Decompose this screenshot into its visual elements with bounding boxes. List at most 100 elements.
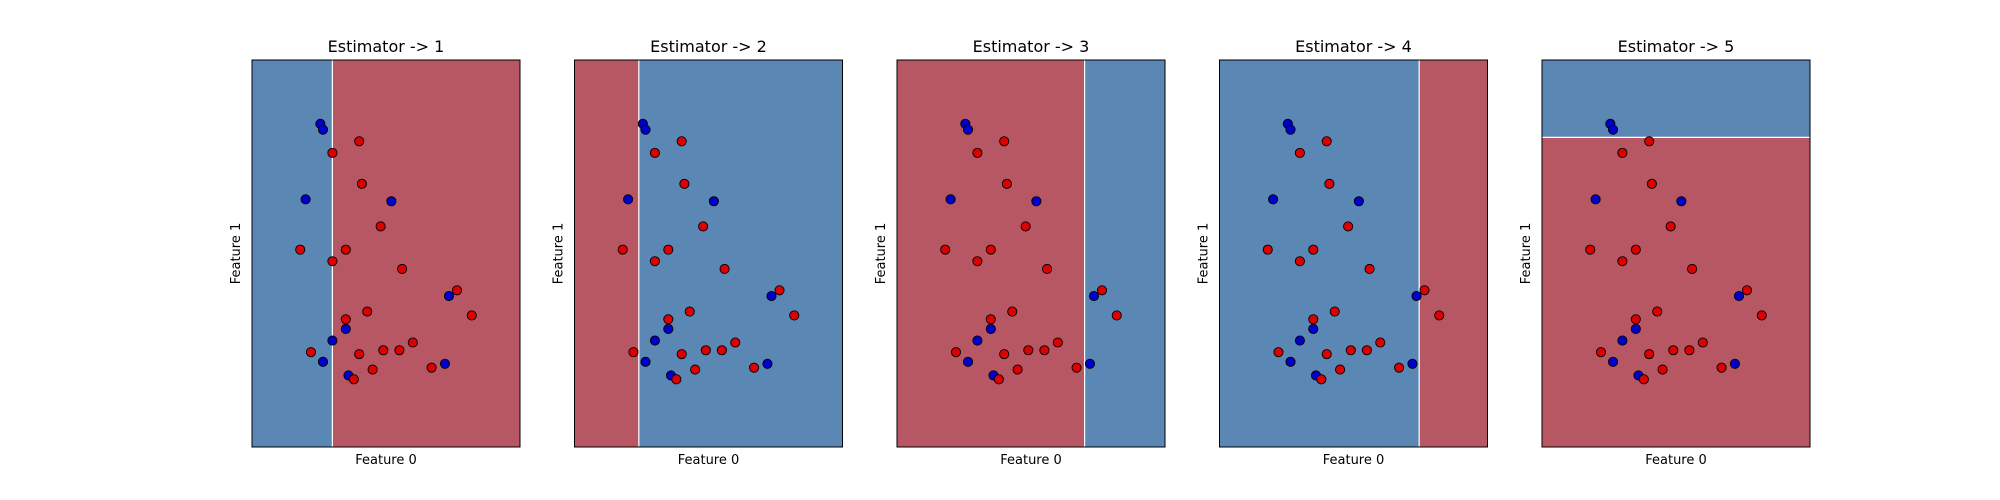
data-point-blue (439, 358, 451, 369)
decision-region-bottom (1542, 137, 1810, 447)
data-point-red (1657, 364, 1668, 375)
y-axis-label: Feature 1 (229, 223, 244, 285)
data-point-blue (1031, 196, 1042, 207)
data-point-red (698, 221, 709, 232)
decision-region-right (1084, 60, 1165, 447)
data-point-blue (1729, 358, 1741, 369)
data-point-blue (663, 323, 674, 335)
data-point-red (1294, 256, 1305, 267)
data-point-red (426, 362, 437, 373)
data-point-blue (623, 194, 634, 205)
decision-region-right (1419, 60, 1488, 447)
data-point-blue (1733, 291, 1745, 302)
data-point-blue (1590, 194, 1601, 205)
data-point-red (774, 285, 785, 296)
y-axis-label: Feature 1 (874, 223, 889, 285)
data-point-red (789, 310, 800, 321)
y-axis-label: Feature 1 (1519, 223, 1534, 285)
plot-frame (574, 59, 843, 448)
data-point-blue (962, 356, 974, 367)
subplot-3: Estimator -> 3 Feature 0 Feature 1 (874, 37, 1166, 468)
data-point-red (1262, 244, 1273, 255)
data-point-red (1343, 221, 1354, 232)
x-axis-label: Feature 0 (1000, 453, 1062, 468)
data-point-red (1001, 178, 1012, 189)
data-point-red (1308, 314, 1319, 325)
data-point-blue (340, 323, 351, 335)
data-point-red (1638, 374, 1649, 385)
chart-title: Estimator -> 2 (650, 37, 767, 56)
data-point-blue (1285, 124, 1296, 135)
data-point-red (1684, 345, 1695, 356)
data-point-blue (300, 194, 311, 205)
data-point-red (749, 362, 760, 373)
data-point-red (1321, 349, 1332, 360)
data-point-red (716, 345, 727, 356)
chart-title: Estimator -> 4 (1295, 37, 1412, 56)
subplot-4: Estimator -> 4 Feature 0 Feature 1 (1197, 37, 1488, 468)
data-point-blue (1285, 356, 1296, 367)
data-point-blue (1407, 358, 1418, 369)
data-point-red (663, 314, 674, 325)
data-point-red (1741, 285, 1753, 296)
x-axis-label: Feature 0 (1323, 453, 1385, 468)
data-point-red (1335, 364, 1346, 375)
data-point-red (649, 256, 660, 267)
data-point-blue (1353, 196, 1364, 207)
data-point-red (676, 349, 687, 360)
data-point-red (1375, 337, 1386, 348)
y-axis-label: Feature 1 (552, 223, 567, 285)
data-point-red (1308, 244, 1319, 255)
data-point-red (466, 310, 477, 321)
data-point-blue (640, 356, 651, 367)
data-point-red (1052, 337, 1063, 348)
data-point-blue (1607, 356, 1619, 367)
data-point-red (1329, 306, 1340, 317)
data-point-red (1644, 349, 1655, 360)
data-point-red (348, 374, 359, 385)
data-point-red (617, 244, 628, 255)
chart-title: Estimator -> 1 (328, 37, 445, 56)
decision-region-left (574, 60, 639, 447)
data-point-red (684, 306, 695, 317)
data-point-red (1630, 314, 1641, 325)
data-point-red (1324, 178, 1335, 189)
data-point-blue (1630, 323, 1641, 335)
chart-title: Estimator -> 5 (1618, 37, 1735, 56)
data-point-blue (962, 124, 974, 135)
data-point-blue (317, 356, 329, 367)
data-point-red (1434, 310, 1445, 321)
data-point-red (1652, 306, 1663, 317)
data-point-red (362, 306, 373, 317)
plot-frame (251, 59, 521, 448)
data-point-blue (649, 335, 660, 346)
subplot-5: Estimator -> 5 Feature 0 Feature 1 (1519, 37, 1811, 468)
data-point-blue (972, 335, 983, 346)
data-point-red (1687, 263, 1698, 275)
data-point-blue (1308, 323, 1319, 335)
data-point-red (1644, 136, 1655, 147)
x-axis-label: Feature 0 (355, 453, 417, 468)
data-point-blue (1411, 291, 1422, 302)
data-point-red (1665, 221, 1676, 232)
data-point-blue (327, 335, 338, 346)
data-point-red (1595, 347, 1607, 358)
data-point-blue (640, 124, 651, 135)
plot-frame (896, 59, 1166, 448)
data-point-red (397, 263, 408, 275)
data-point-red (719, 263, 730, 275)
data-point-red (671, 374, 682, 385)
decision-region-left (1219, 60, 1420, 447)
data-point-blue (1294, 335, 1305, 346)
data-point-red (1668, 345, 1679, 356)
chart-title: Estimator -> 3 (973, 37, 1090, 56)
x-axis-label: Feature 0 (678, 453, 740, 468)
x-axis-label: Feature 0 (1645, 453, 1707, 468)
data-point-red (1273, 347, 1284, 358)
data-point-red (394, 345, 405, 356)
data-point-red (993, 374, 1004, 385)
data-point-red (1042, 263, 1053, 275)
data-point-red (354, 349, 365, 360)
data-point-red (1023, 345, 1034, 356)
